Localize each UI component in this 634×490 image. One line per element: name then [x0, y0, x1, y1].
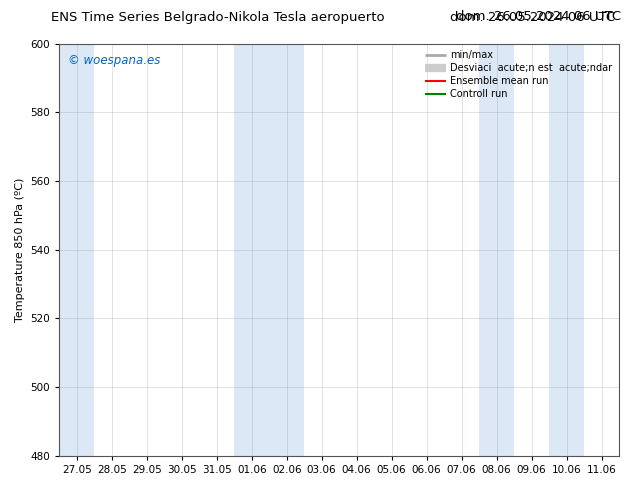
Y-axis label: Temperature 850 hPa (ºC): Temperature 850 hPa (ºC) — [15, 177, 25, 322]
Text: dom. 26.05.2024 06 UTC: dom. 26.05.2024 06 UTC — [456, 10, 621, 23]
Bar — [60, 44, 94, 456]
Text: © woespana.es: © woespana.es — [68, 54, 160, 67]
Text: dom. 26.05.2024 06 UTC: dom. 26.05.2024 06 UTC — [450, 11, 615, 24]
Text: ENS Time Series Belgrado-Nikola Tesla aeropuerto: ENS Time Series Belgrado-Nikola Tesla ae… — [51, 11, 384, 24]
Bar — [549, 44, 584, 456]
Legend: min/max, Desviaci  acute;n est  acute;ndar, Ensemble mean run, Controll run: min/max, Desviaci acute;n est acute;ndar… — [423, 49, 614, 101]
Bar — [234, 44, 304, 456]
Bar — [479, 44, 514, 456]
